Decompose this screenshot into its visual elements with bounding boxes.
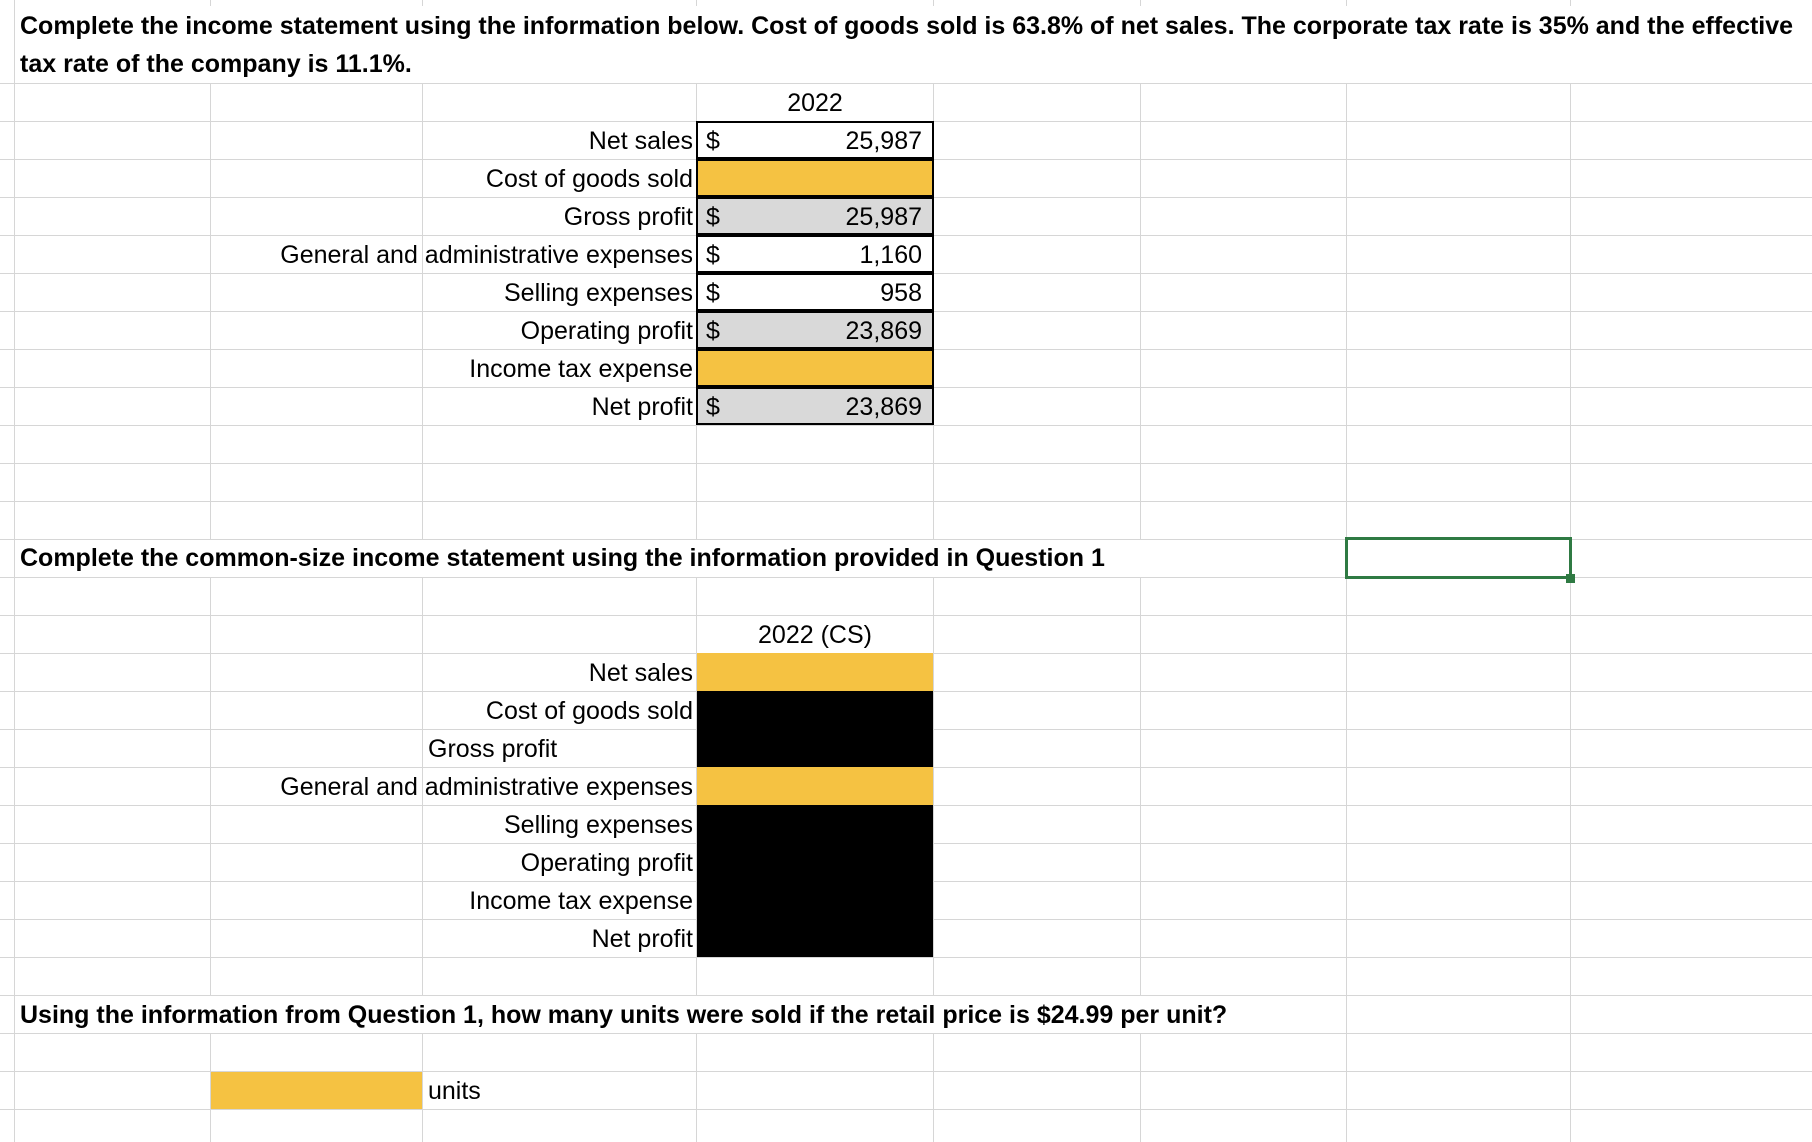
gridline: [0, 425, 1812, 426]
currency-symbol: $: [706, 241, 720, 269]
value-cell-selling-expenses[interactable]: [736, 273, 934, 311]
value-selling-expenses: 958: [880, 279, 922, 307]
currency-cell[interactable]: [696, 387, 736, 425]
question2-prompt: Complete the common-size income statemen…: [20, 544, 1105, 572]
question1-prompt-line2: tax rate of the company is 11.1%.: [20, 50, 412, 78]
cs-label-general-and-administrative: General and administrative expenses: [280, 773, 693, 801]
value-net-sales: 25,987: [845, 127, 922, 155]
income-label-selling-expenses: Selling expenses: [503, 279, 693, 307]
answer-cell-cost-of-goods-sold[interactable]: [696, 159, 934, 197]
cs-label-cost-of-goods-sold: Cost of goods sold: [485, 697, 693, 725]
gridline: [0, 615, 1812, 616]
currency-symbol: $: [706, 393, 720, 421]
currency-cell[interactable]: [696, 311, 736, 349]
cs-label-gross-profit: Gross profit: [428, 735, 558, 763]
value-operating-profit: 23,869: [845, 317, 922, 345]
gridline: [0, 463, 1812, 464]
gridline: [0, 995, 1812, 996]
prompt-cell-background: [15, 540, 1345, 577]
question3-prompt: Using the information from Question 1, h…: [20, 1001, 1228, 1029]
cs-label-net-profit: Net profit: [591, 925, 693, 953]
income-label-net-sales: Net sales: [588, 127, 693, 155]
currency-symbol: $: [706, 317, 720, 345]
gridline: [0, 1109, 1812, 1110]
cs-label-net-sales: Net sales: [588, 659, 693, 687]
value-cell-net-sales[interactable]: [736, 121, 934, 159]
cs-answer-cell-net-sales[interactable]: [697, 653, 933, 691]
cs-cell-income-tax-expense[interactable]: [697, 881, 933, 919]
value-gross-profit: 25,987: [845, 203, 922, 231]
gridline: [0, 83, 1812, 84]
currency-cell[interactable]: [696, 197, 736, 235]
income-label-net-profit: Net profit: [591, 393, 693, 421]
currency-cell[interactable]: [696, 273, 736, 311]
gridline: [0, 577, 1812, 578]
units-label: units: [428, 1077, 481, 1105]
income-label-general-and-administrative: General and administrative expenses: [280, 241, 693, 269]
value-general-and-administrative: 1,160: [859, 241, 922, 269]
currency-cell[interactable]: [696, 121, 736, 159]
question1-prompt-line1: Complete the income statement using the …: [20, 12, 1794, 40]
currency-symbol: $: [706, 279, 720, 307]
cs-answer-cell-general-and-administrative[interactable]: [697, 767, 933, 805]
gridline: [0, 539, 1812, 540]
value-cell-net-profit[interactable]: [736, 387, 934, 425]
gridline: [0, 1071, 1812, 1072]
currency-cell[interactable]: [696, 235, 736, 273]
value-cell-gross-profit[interactable]: [736, 197, 934, 235]
units-answer-cell[interactable]: [211, 1072, 422, 1109]
cs-cell-operating-profit[interactable]: [697, 843, 933, 881]
gridline: [0, 1033, 1812, 1034]
income-label-income-tax-expense: Income tax expense: [469, 355, 693, 383]
cs-label-selling-expenses: Selling expenses: [503, 811, 693, 839]
cs-year-header: 2022 (CS): [758, 621, 872, 649]
gridline: [0, 501, 1812, 502]
income-label-gross-profit: Gross profit: [563, 203, 693, 231]
cs-cell-selling-expenses[interactable]: [697, 805, 933, 843]
value-cell-general-and-administrative[interactable]: [736, 235, 934, 273]
value-net-profit: 23,869: [845, 393, 922, 421]
answer-cell-income-tax-expense[interactable]: [696, 349, 934, 387]
selected-cell[interactable]: [1345, 537, 1572, 579]
gridline: [0, 957, 1812, 958]
cs-cell-cost-of-goods-sold[interactable]: [697, 691, 933, 729]
currency-symbol: $: [706, 127, 720, 155]
cs-cell-net-profit[interactable]: [697, 919, 933, 957]
cs-label-operating-profit: Operating profit: [520, 849, 693, 877]
cs-label-income-tax-expense: Income tax expense: [469, 887, 693, 915]
income-label-cost-of-goods-sold: Cost of goods sold: [485, 165, 693, 193]
value-cell-operating-profit[interactable]: [736, 311, 934, 349]
prompt-cell-background: [15, 996, 1345, 1033]
currency-symbol: $: [706, 203, 720, 231]
year-header: 2022: [787, 89, 843, 117]
cs-cell-gross-profit[interactable]: [697, 729, 933, 767]
income-label-operating-profit: Operating profit: [520, 317, 693, 345]
gridline: [14, 0, 15, 1142]
prompt-cell-background: [15, 6, 1775, 83]
fill-handle[interactable]: [1566, 574, 1575, 583]
